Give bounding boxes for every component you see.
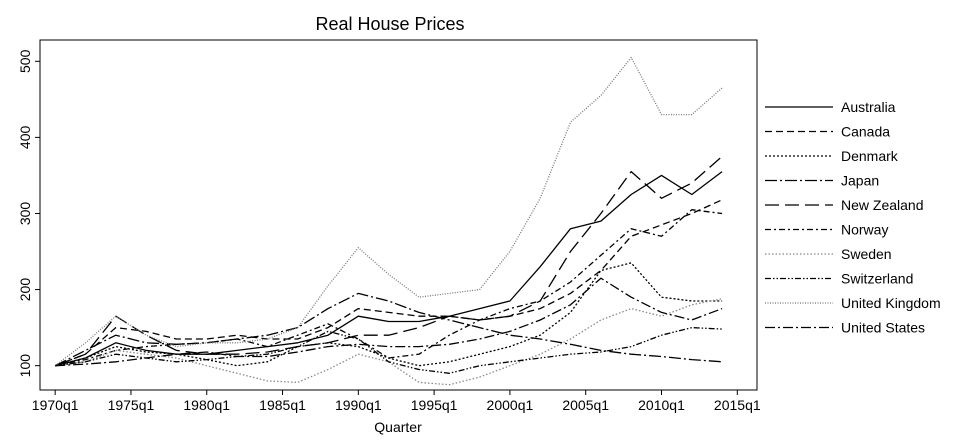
x-tick-label: 2000q1 bbox=[487, 397, 534, 413]
plot-frame bbox=[39, 39, 758, 391]
legend-label: Japan bbox=[841, 173, 879, 189]
legend-label: Sweden bbox=[841, 246, 892, 262]
x-tick-label: 2010q1 bbox=[638, 397, 685, 413]
y-tick-label: 500 bbox=[17, 49, 33, 73]
series-line bbox=[55, 171, 723, 367]
series-line bbox=[55, 277, 723, 367]
legend-label: Norway bbox=[841, 222, 888, 238]
legend-label: New Zealand bbox=[841, 197, 924, 213]
chart-title: Real House Prices bbox=[315, 14, 464, 34]
y-tick-label: 200 bbox=[17, 278, 33, 302]
series-line bbox=[54, 199, 723, 367]
legend-label: Canada bbox=[841, 124, 890, 140]
series-line bbox=[54, 292, 723, 367]
x-tick-label: 1975q1 bbox=[108, 397, 155, 413]
legend-label: Switzerland bbox=[841, 271, 913, 287]
x-tick-label: 1980q1 bbox=[183, 397, 230, 413]
series-line bbox=[54, 155, 723, 367]
y-tick-label: 400 bbox=[17, 125, 33, 149]
legend-label: United Kingdom bbox=[841, 295, 941, 311]
legend-label: Australia bbox=[841, 99, 896, 115]
legend-label: Denmark bbox=[841, 148, 899, 164]
series-line bbox=[54, 56, 723, 367]
legend-label: United States bbox=[841, 320, 925, 336]
x-tick-label: 1990q1 bbox=[335, 397, 382, 413]
x-tick-label: 2015q1 bbox=[714, 397, 761, 413]
y-tick-label: 100 bbox=[17, 354, 33, 378]
x-axis-label: Quarter bbox=[374, 419, 422, 435]
x-tick-label: 1985q1 bbox=[259, 397, 306, 413]
series-line bbox=[55, 209, 723, 367]
series-line bbox=[55, 326, 723, 374]
x-tick-label: 1970q1 bbox=[32, 397, 79, 413]
x-tick-label: 1995q1 bbox=[411, 397, 458, 413]
y-tick-label: 300 bbox=[17, 202, 33, 226]
x-tick-label: 2005q1 bbox=[562, 397, 609, 413]
